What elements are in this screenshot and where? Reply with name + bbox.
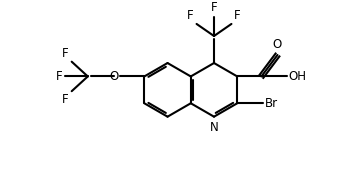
Text: F: F bbox=[211, 1, 217, 14]
Text: OH: OH bbox=[289, 70, 307, 83]
Text: F: F bbox=[62, 47, 69, 60]
Text: F: F bbox=[187, 9, 194, 22]
Text: Br: Br bbox=[265, 97, 278, 110]
Text: F: F bbox=[56, 70, 62, 83]
Text: F: F bbox=[62, 93, 69, 106]
Text: O: O bbox=[109, 70, 118, 83]
Text: F: F bbox=[234, 9, 241, 22]
Text: O: O bbox=[273, 38, 282, 51]
Text: N: N bbox=[210, 121, 218, 134]
